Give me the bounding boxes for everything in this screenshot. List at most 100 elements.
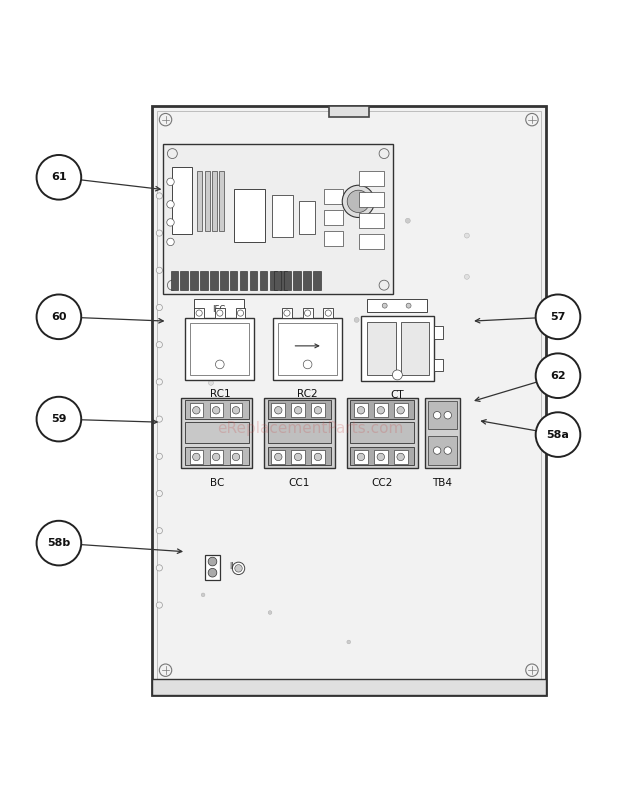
- FancyBboxPatch shape: [428, 437, 456, 465]
- Circle shape: [464, 233, 469, 238]
- Text: TB4: TB4: [433, 477, 453, 488]
- FancyBboxPatch shape: [434, 359, 443, 371]
- FancyBboxPatch shape: [152, 678, 546, 695]
- FancyBboxPatch shape: [280, 271, 287, 289]
- FancyBboxPatch shape: [311, 450, 325, 464]
- Circle shape: [156, 341, 162, 348]
- Circle shape: [208, 569, 217, 577]
- FancyBboxPatch shape: [394, 450, 408, 464]
- FancyBboxPatch shape: [350, 422, 414, 444]
- Circle shape: [167, 219, 174, 226]
- Circle shape: [193, 407, 200, 414]
- Text: 57: 57: [551, 312, 565, 322]
- Circle shape: [377, 453, 384, 461]
- FancyBboxPatch shape: [359, 235, 384, 249]
- FancyBboxPatch shape: [210, 403, 223, 417]
- Circle shape: [217, 310, 223, 316]
- FancyBboxPatch shape: [268, 422, 332, 444]
- Circle shape: [357, 453, 365, 461]
- Circle shape: [294, 407, 302, 414]
- Circle shape: [464, 274, 469, 280]
- FancyBboxPatch shape: [185, 422, 249, 444]
- Circle shape: [237, 310, 244, 316]
- FancyBboxPatch shape: [347, 397, 418, 469]
- Circle shape: [354, 317, 359, 322]
- FancyBboxPatch shape: [374, 403, 388, 417]
- FancyBboxPatch shape: [194, 300, 244, 320]
- FancyBboxPatch shape: [283, 271, 291, 289]
- FancyBboxPatch shape: [271, 450, 285, 464]
- Text: 60: 60: [51, 312, 67, 322]
- Circle shape: [366, 339, 371, 344]
- Circle shape: [379, 149, 389, 159]
- Circle shape: [526, 664, 538, 676]
- FancyBboxPatch shape: [190, 403, 203, 417]
- FancyBboxPatch shape: [250, 271, 257, 289]
- Circle shape: [433, 412, 441, 419]
- FancyBboxPatch shape: [185, 447, 249, 465]
- FancyBboxPatch shape: [270, 271, 277, 289]
- FancyBboxPatch shape: [229, 450, 242, 464]
- FancyBboxPatch shape: [210, 450, 223, 464]
- Circle shape: [156, 193, 162, 199]
- FancyBboxPatch shape: [240, 271, 247, 289]
- Circle shape: [357, 407, 365, 414]
- FancyBboxPatch shape: [260, 271, 267, 289]
- Circle shape: [405, 218, 410, 223]
- Circle shape: [167, 280, 177, 290]
- FancyBboxPatch shape: [271, 403, 285, 417]
- Circle shape: [37, 521, 81, 566]
- FancyBboxPatch shape: [220, 271, 228, 289]
- Circle shape: [397, 407, 404, 414]
- Circle shape: [303, 360, 312, 368]
- FancyBboxPatch shape: [303, 271, 311, 289]
- FancyBboxPatch shape: [329, 106, 369, 117]
- Circle shape: [294, 453, 302, 461]
- FancyBboxPatch shape: [182, 397, 252, 469]
- Circle shape: [382, 303, 387, 308]
- Circle shape: [444, 412, 451, 419]
- FancyBboxPatch shape: [350, 447, 414, 465]
- FancyBboxPatch shape: [313, 271, 321, 289]
- Circle shape: [156, 304, 162, 311]
- FancyBboxPatch shape: [394, 403, 408, 417]
- FancyBboxPatch shape: [210, 271, 218, 289]
- FancyBboxPatch shape: [324, 211, 343, 225]
- Circle shape: [392, 370, 402, 380]
- Text: 62: 62: [550, 371, 566, 380]
- FancyBboxPatch shape: [219, 171, 224, 231]
- FancyBboxPatch shape: [273, 318, 342, 380]
- Circle shape: [284, 310, 290, 316]
- FancyBboxPatch shape: [190, 271, 198, 289]
- FancyBboxPatch shape: [354, 450, 368, 464]
- Circle shape: [208, 339, 213, 344]
- Circle shape: [315, 360, 320, 366]
- FancyBboxPatch shape: [272, 195, 293, 237]
- FancyBboxPatch shape: [303, 308, 312, 318]
- Circle shape: [377, 407, 384, 414]
- Circle shape: [342, 185, 374, 218]
- Circle shape: [37, 155, 81, 199]
- Circle shape: [156, 379, 162, 385]
- Circle shape: [425, 339, 430, 344]
- FancyBboxPatch shape: [172, 167, 192, 235]
- Circle shape: [167, 200, 174, 208]
- FancyBboxPatch shape: [229, 403, 242, 417]
- FancyBboxPatch shape: [299, 201, 315, 235]
- FancyBboxPatch shape: [354, 403, 368, 417]
- FancyBboxPatch shape: [359, 171, 384, 187]
- Circle shape: [167, 149, 177, 159]
- Text: CT: CT: [391, 390, 404, 400]
- Circle shape: [433, 447, 441, 454]
- FancyBboxPatch shape: [291, 450, 305, 464]
- FancyBboxPatch shape: [273, 271, 281, 289]
- Circle shape: [314, 407, 322, 414]
- FancyBboxPatch shape: [268, 447, 332, 465]
- Circle shape: [193, 453, 200, 461]
- FancyBboxPatch shape: [264, 397, 335, 469]
- FancyBboxPatch shape: [359, 192, 384, 207]
- FancyBboxPatch shape: [367, 322, 396, 375]
- FancyBboxPatch shape: [152, 106, 546, 695]
- Circle shape: [156, 490, 162, 497]
- FancyBboxPatch shape: [205, 171, 210, 231]
